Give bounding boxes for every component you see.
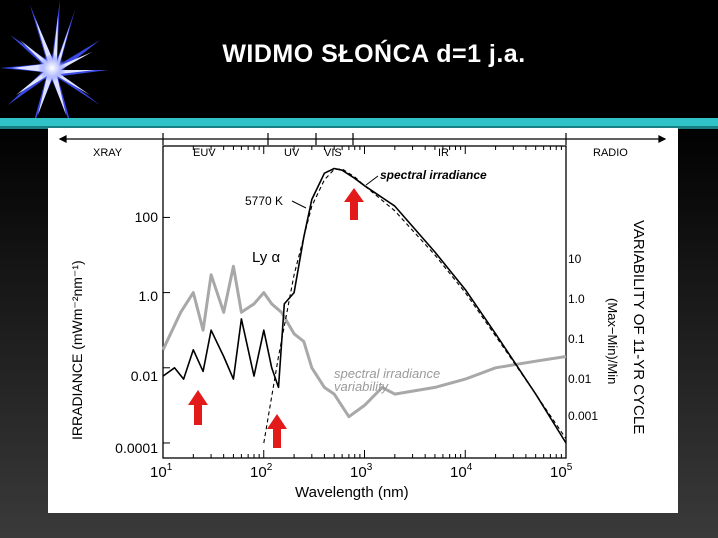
x-tick-label: 101 <box>150 462 173 481</box>
plot-frame <box>162 145 567 459</box>
x-tick-label: 103 <box>350 462 373 481</box>
band-labels: XRAY EUV UV VIS IR RADIO <box>93 147 628 159</box>
y-axis-label-right-2: (Max−Min)/Min <box>605 298 620 384</box>
right-tick-label: 0.1 <box>568 332 585 346</box>
band-bar <box>58 133 667 145</box>
x-axis: 101 102 103 104 105 <box>150 462 573 481</box>
variability-annotation-2: variability <box>334 379 390 394</box>
x-axis-label: Wavelength (nm) <box>295 484 409 501</box>
left-tick-label: 1.0 <box>139 288 159 304</box>
right-tick-label: 1.0 <box>568 292 585 306</box>
variability-annotation-1: spectral irradiance <box>334 366 440 381</box>
red-arrow-vis <box>344 188 364 220</box>
bb-pointer <box>291 200 307 209</box>
slide-title: WIDMO SŁOŃCA d=1 j.a. <box>222 40 526 68</box>
series-line-irradiance <box>162 167 567 444</box>
red-arrow-euv <box>188 390 208 425</box>
star-logo <box>0 0 110 135</box>
y-axis-label-left: IRRADIANCE (mWm⁻²nm⁻¹) <box>69 260 85 440</box>
band-uv: UV <box>284 147 300 159</box>
red-arrow-uv <box>267 414 287 448</box>
left-tick-label: 0.01 <box>131 368 158 384</box>
right-tick-label: 0.01 <box>568 372 592 386</box>
series-line-blackbody <box>263 168 567 444</box>
band-radio: RADIO <box>593 147 628 159</box>
band-euv: EUV <box>193 147 216 159</box>
left-axis: 100 1.0 0.01 0.0001 <box>115 209 158 456</box>
band-vis: VIS <box>324 147 342 159</box>
right-tick-label: 10 <box>568 252 582 266</box>
bb-annotation: 5770 K <box>245 194 283 208</box>
x-tick-label: 104 <box>450 462 473 481</box>
irradiance-pointer <box>365 175 379 186</box>
band-ir: IR <box>438 147 449 159</box>
solar-spectrum-chart: XRAY EUV UV VIS IR RADIO 100 1.0 0.01 0.… <box>58 133 667 501</box>
irradiance-annotation: spectral irradiance <box>380 168 487 182</box>
title-divider <box>0 118 718 126</box>
title-divider-shadow <box>0 126 718 129</box>
band-xray: XRAY <box>93 147 123 159</box>
right-axis: 10 1.0 0.1 0.01 0.001 <box>568 252 598 423</box>
left-tick-label: 0.0001 <box>115 440 158 456</box>
ly-alpha-annotation: Ly α <box>252 249 280 266</box>
y-axis-label-right-1: VARIABILITY OF 11-YR CYCLE <box>630 220 647 434</box>
left-tick-label: 100 <box>135 209 159 225</box>
chart-panel: XRAY EUV UV VIS IR RADIO 100 1.0 0.01 0.… <box>48 128 678 513</box>
x-tick-label: 102 <box>250 462 273 481</box>
x-tick-label: 105 <box>550 462 573 481</box>
series-line-variability <box>161 264 567 419</box>
right-tick-label: 0.001 <box>568 409 598 423</box>
